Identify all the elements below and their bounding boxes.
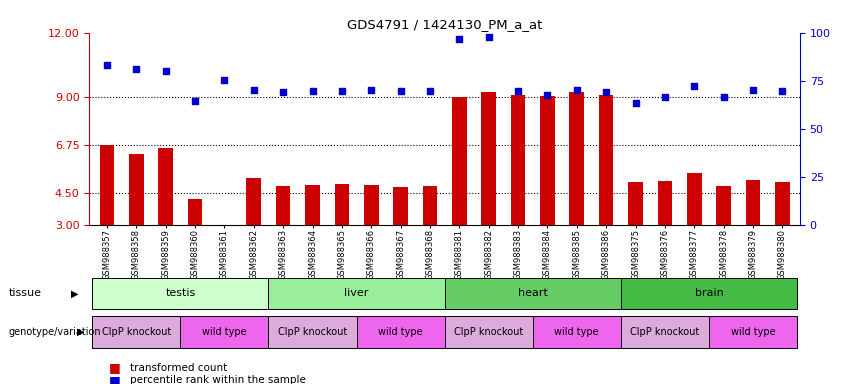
Point xyxy=(218,76,231,83)
Point xyxy=(629,100,643,106)
Text: ▶: ▶ xyxy=(71,288,78,298)
Text: liver: liver xyxy=(345,288,368,298)
Point xyxy=(394,88,408,94)
Bar xyxy=(540,96,555,289)
Point xyxy=(423,88,437,94)
Point xyxy=(277,89,290,96)
Point xyxy=(453,36,466,42)
Bar xyxy=(364,185,379,289)
Point xyxy=(306,88,319,94)
Text: wild type: wild type xyxy=(731,327,775,337)
Bar xyxy=(482,93,496,289)
Point xyxy=(658,94,671,100)
Bar xyxy=(658,181,672,289)
Text: wild type: wild type xyxy=(555,327,599,337)
Bar xyxy=(599,94,614,289)
Bar xyxy=(745,180,760,289)
Point xyxy=(599,89,613,96)
Point xyxy=(159,68,173,74)
Point xyxy=(364,87,378,93)
Text: wild type: wild type xyxy=(202,327,247,337)
Point xyxy=(100,61,114,68)
Point xyxy=(482,34,495,40)
Point xyxy=(775,88,789,94)
Point xyxy=(335,88,349,94)
Point xyxy=(540,91,554,98)
Bar xyxy=(628,182,643,289)
Bar xyxy=(188,199,203,289)
Bar xyxy=(717,186,731,289)
Bar xyxy=(687,174,701,289)
Point xyxy=(247,87,260,93)
Text: genotype/variation: genotype/variation xyxy=(9,327,101,337)
Text: ■: ■ xyxy=(109,374,121,384)
Text: ClpP knockout: ClpP knockout xyxy=(454,327,523,337)
Point xyxy=(511,88,525,94)
Point xyxy=(688,83,701,89)
Text: percentile rank within the sample: percentile rank within the sample xyxy=(130,375,306,384)
Text: wild type: wild type xyxy=(379,327,423,337)
Bar xyxy=(276,186,290,289)
Text: ClpP knockout: ClpP knockout xyxy=(278,327,347,337)
Bar xyxy=(423,186,437,289)
Bar xyxy=(569,93,584,289)
Point xyxy=(746,87,760,93)
Bar xyxy=(775,182,790,289)
Text: ■: ■ xyxy=(109,361,121,374)
Bar xyxy=(306,185,320,289)
Point xyxy=(570,87,584,93)
Bar xyxy=(158,148,173,289)
Bar xyxy=(334,184,349,289)
Text: testis: testis xyxy=(165,288,196,298)
Text: ClpP knockout: ClpP knockout xyxy=(102,327,171,337)
Point xyxy=(188,98,202,104)
Bar xyxy=(511,94,525,289)
Point xyxy=(717,94,730,100)
Text: ClpP knockout: ClpP knockout xyxy=(631,327,700,337)
Title: GDS4791 / 1424130_PM_a_at: GDS4791 / 1424130_PM_a_at xyxy=(347,18,542,31)
Bar xyxy=(217,225,231,289)
Text: tissue: tissue xyxy=(9,288,42,298)
Bar xyxy=(100,145,114,289)
Bar xyxy=(129,154,144,289)
Point xyxy=(129,66,143,72)
Text: brain: brain xyxy=(694,288,723,298)
Bar xyxy=(247,178,261,289)
Bar xyxy=(393,187,408,289)
Bar xyxy=(452,97,466,289)
Text: heart: heart xyxy=(517,288,548,298)
Text: ▶: ▶ xyxy=(77,327,84,337)
Text: transformed count: transformed count xyxy=(130,363,227,373)
